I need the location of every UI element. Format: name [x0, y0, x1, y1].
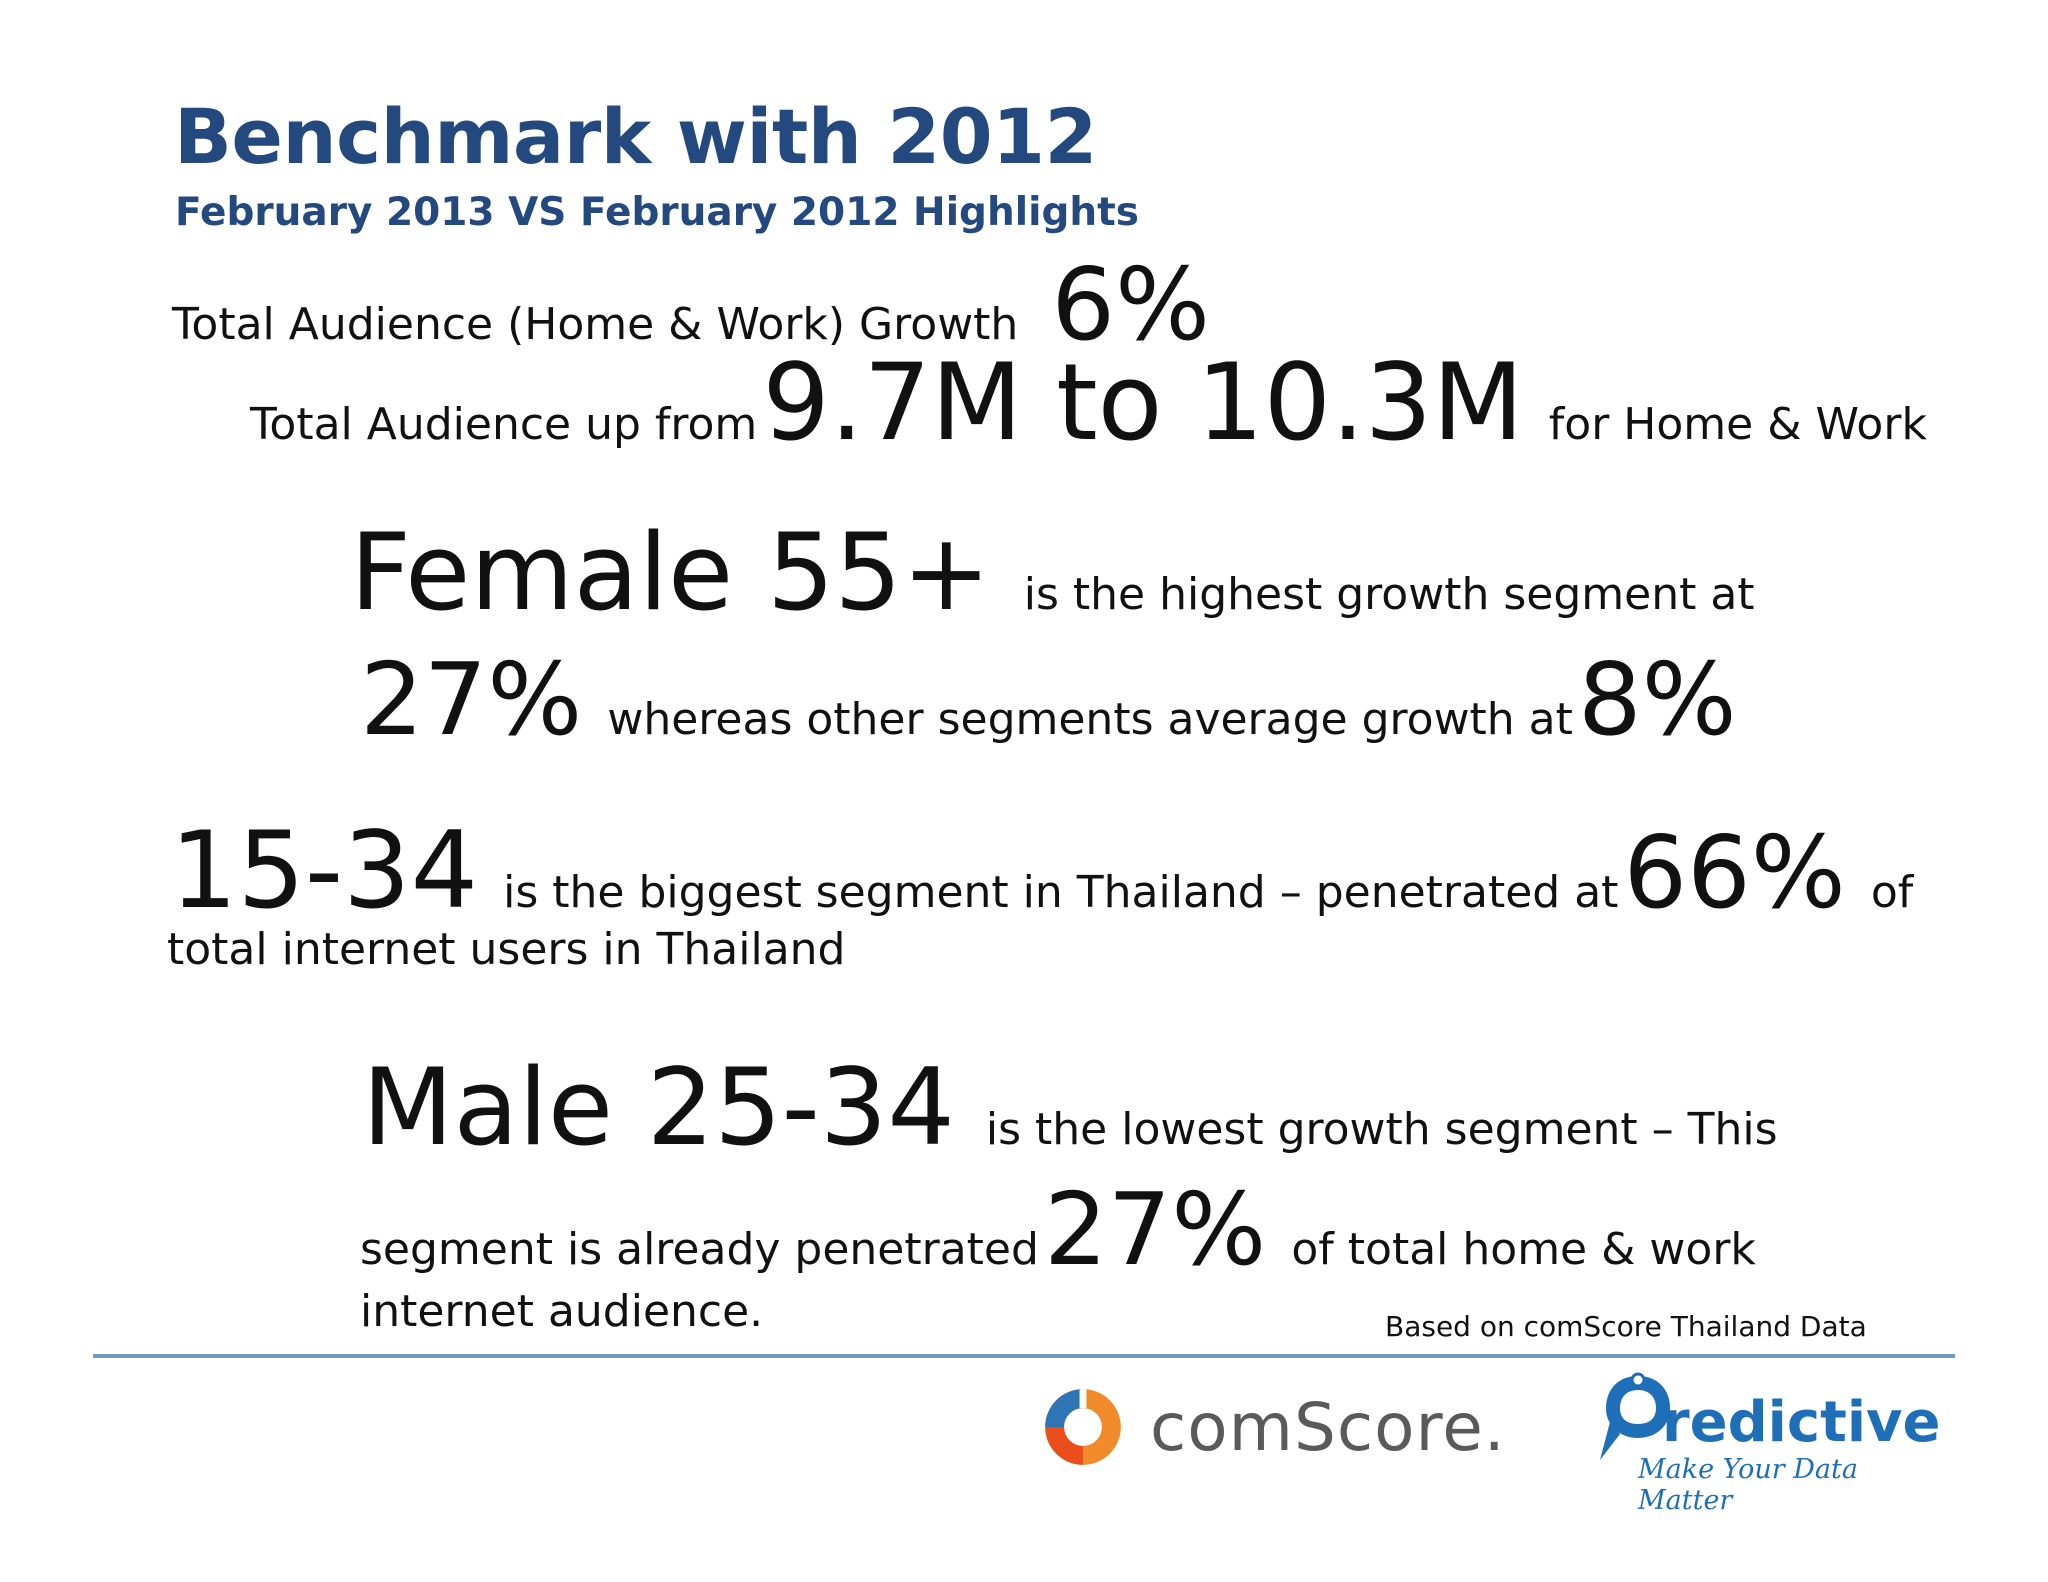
- segment-15-34-text: is the biggest segment in Thailand – pen…: [503, 867, 1619, 918]
- growth-value: 6%: [1051, 246, 1211, 363]
- divider: [93, 1354, 1955, 1358]
- female-segment: Female 55+: [350, 511, 991, 634]
- male-rate-prefix: segment is already penetrated: [360, 1224, 1039, 1275]
- female-text: is the highest growth segment at: [1023, 569, 1755, 620]
- segment-15-34: 15-34: [170, 809, 479, 932]
- predictive-logo-icon: [1600, 1372, 1670, 1460]
- highlight-growth: Total Audience (Home & Work) Growth 6%: [172, 255, 1210, 355]
- highlight-male-rate: segment is already penetrated 27% of tot…: [360, 1180, 1756, 1280]
- audience-prefix: Total Audience up from: [250, 399, 758, 450]
- male-rate: 27%: [1044, 1171, 1267, 1288]
- highlight-female: Female 55+ is the highest growth segment…: [350, 520, 1755, 626]
- comscore-wordmark: comScore.: [1150, 1388, 1506, 1466]
- predictive-wordmark: redictive: [1662, 1390, 1941, 1455]
- audience-suffix: for Home & Work: [1548, 399, 1927, 450]
- male-rate-suffix: of total home & work: [1291, 1224, 1756, 1275]
- page-title: Benchmark with 2012: [174, 92, 1097, 181]
- female-rate: 27%: [360, 641, 583, 758]
- segment-15-34-rate: 66%: [1623, 814, 1846, 931]
- predictive-tagline: Make Your Data Matter: [1638, 1454, 1858, 1516]
- growth-label: Total Audience (Home & Work) Growth: [172, 299, 1019, 350]
- predictive-logo: redictive Make Your Data Matter: [1598, 1368, 1943, 1516]
- highlight-female-rate: 27% whereas other segments average growt…: [360, 650, 1737, 750]
- page-subtitle: February 2013 VS February 2012 Highlight…: [175, 190, 1140, 235]
- others-text: whereas other segments average growth at: [607, 694, 1573, 745]
- comscore-logo-icon: [1045, 1389, 1121, 1465]
- segment-15-34-suffix: of: [1870, 867, 1914, 918]
- audience-value: 9.7M to 10.3M: [762, 341, 1524, 464]
- comscore-logo: comScore.: [1040, 1384, 1506, 1470]
- segment-15-34-continuation: total internet users in Thailand: [167, 924, 846, 975]
- highlight-audience: Total Audience up from 9.7M to 10.3M for…: [250, 350, 1927, 456]
- others-rate: 8%: [1577, 641, 1737, 758]
- source-note: Based on comScore Thailand Data: [1385, 1310, 1867, 1343]
- male-text: is the lowest growth segment – This: [985, 1104, 1778, 1155]
- highlight-male: Male 25-34 is the lowest growth segment …: [362, 1055, 1778, 1161]
- male-segment: Male 25-34: [362, 1046, 955, 1169]
- highlight-15-34: 15-34 is the biggest segment in Thailand…: [170, 818, 1913, 924]
- male-rate-continuation: internet audience.: [360, 1286, 764, 1337]
